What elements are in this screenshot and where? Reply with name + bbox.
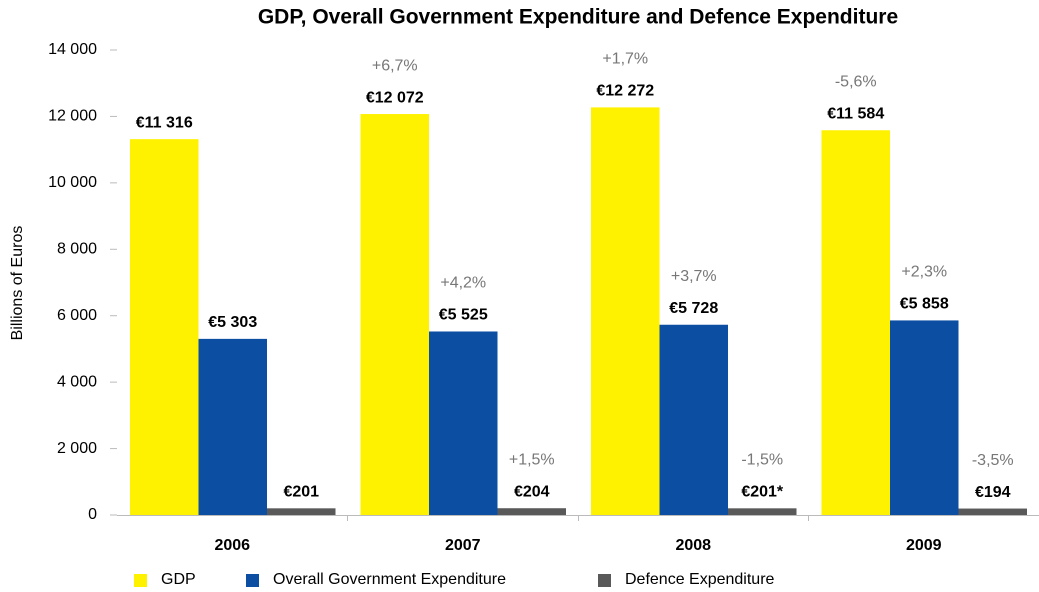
x-tick-label: 2007 [445,537,481,554]
x-tick-label: 2008 [675,537,711,554]
value-label: €201 [283,484,319,501]
bar [429,331,498,515]
change-annotation: +6,7% [372,57,418,74]
bar [130,139,199,515]
value-label: €12 272 [596,83,654,100]
change-annotation: -3,5% [972,452,1014,469]
x-tick-label: 2006 [214,537,250,554]
change-annotation: +1,7% [602,51,648,68]
change-annotation: -5,6% [835,73,877,90]
value-label: €5 525 [439,307,488,324]
y-axis-label: Billions of Euros [9,226,26,341]
y-tick-label: 8 000 [57,241,97,258]
bar [958,508,1027,515]
value-label: €11 584 [827,105,884,122]
change-annotation: -1,5% [741,452,783,469]
value-label: €5 303 [208,314,257,331]
value-label: €12 072 [366,89,424,106]
change-annotation: +2,3% [901,264,947,281]
y-tick-label: 12 000 [48,108,97,125]
change-annotation: +3,7% [671,268,717,285]
change-annotation: +1,5% [509,451,555,468]
bar [497,508,566,515]
bar [659,324,728,515]
y-tick-label: 4 000 [57,373,97,390]
bar [821,130,890,515]
bar [360,114,429,515]
change-annotation: +4,2% [440,275,486,292]
legend-label: Overall Government Expenditure [273,571,506,588]
value-label: €194 [975,484,1011,501]
y-tick-label: 0 [88,506,97,523]
legend-label: GDP [161,571,196,588]
legend-label: Defence Expenditure [625,571,775,588]
chart-title: GDP, Overall Government Expenditure and … [258,6,898,29]
value-label: €204 [514,483,550,500]
bar [267,508,336,515]
bar [198,338,267,515]
value-label: €5 858 [900,296,949,313]
bar [728,508,797,515]
y-tick-label: 2 000 [57,440,97,457]
y-tick-label: 6 000 [57,307,97,324]
legend-swatch [246,574,259,587]
value-label: €11 316 [136,114,193,131]
x-tick-label: 2009 [906,537,942,554]
y-tick-label: 14 000 [48,41,97,58]
bar [890,320,959,515]
legend-swatch [134,574,147,587]
legend-swatch [598,574,611,587]
value-label: €201* [741,484,784,501]
value-label: €5 728 [669,300,718,317]
bar [591,107,660,515]
y-tick-label: 10 000 [48,174,97,191]
